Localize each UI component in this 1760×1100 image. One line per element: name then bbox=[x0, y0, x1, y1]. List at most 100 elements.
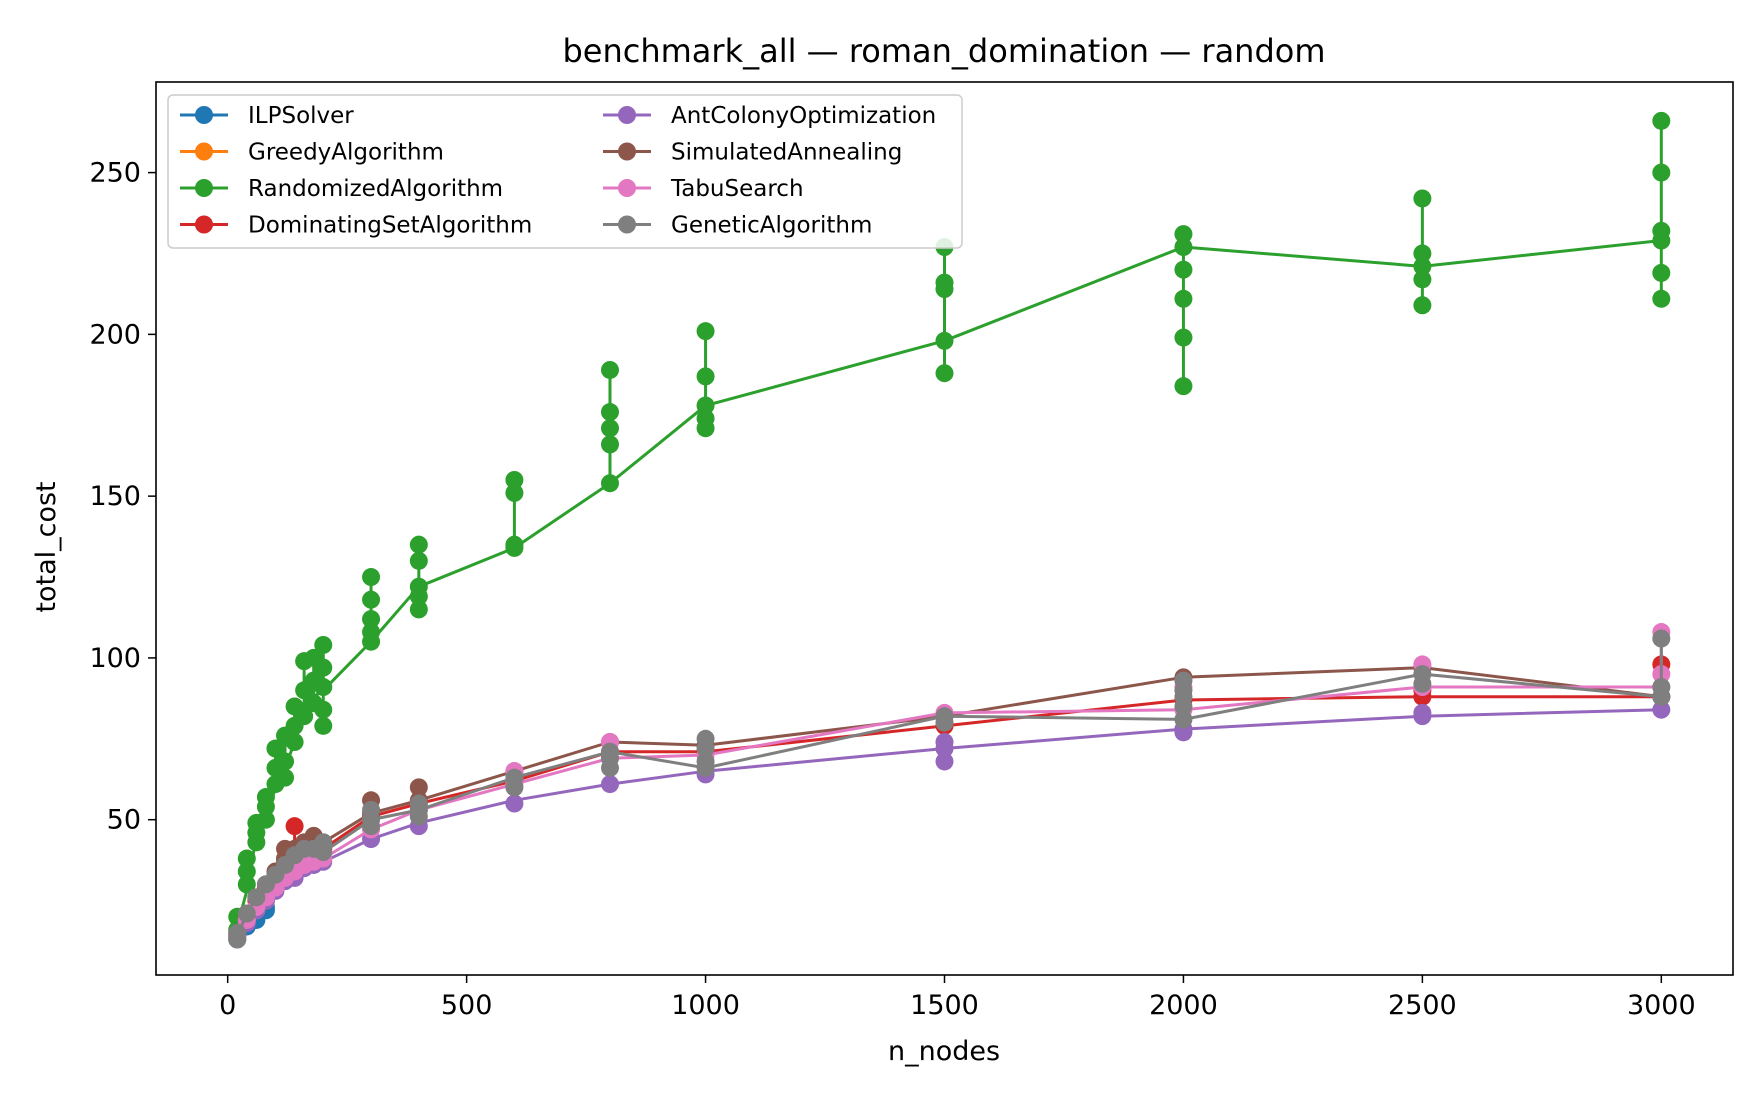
data-point bbox=[696, 322, 715, 341]
legend-item: RandomizedAlgorithm bbox=[180, 176, 503, 202]
legend-marker bbox=[618, 215, 636, 234]
data-point bbox=[409, 600, 428, 619]
legend-item: DominatingSetAlgorithm bbox=[180, 213, 532, 239]
data-point bbox=[1174, 238, 1193, 257]
legend-marker bbox=[195, 215, 213, 234]
data-point bbox=[1652, 629, 1671, 648]
data-point bbox=[1174, 377, 1193, 396]
data-point bbox=[1652, 700, 1671, 719]
legend-marker bbox=[195, 106, 213, 124]
legend-marker bbox=[618, 142, 636, 161]
legend-item: TabuSearch bbox=[603, 176, 804, 202]
legend-label: SimulatedAnnealing bbox=[671, 140, 902, 166]
data-point bbox=[696, 752, 715, 771]
data-point bbox=[237, 849, 256, 868]
legend-box bbox=[167, 94, 963, 249]
data-point bbox=[1652, 163, 1671, 182]
legend-marker bbox=[195, 142, 213, 161]
data-point bbox=[935, 331, 954, 350]
y-tick-label: 200 bbox=[89, 319, 141, 350]
data-point bbox=[314, 833, 333, 852]
data-point bbox=[935, 364, 954, 383]
series-7 bbox=[228, 629, 1671, 949]
data-point bbox=[247, 888, 266, 907]
data-point bbox=[1174, 289, 1193, 308]
x-tick-label: 0 bbox=[219, 990, 236, 1021]
data-point bbox=[935, 273, 954, 292]
data-point bbox=[314, 700, 333, 719]
x-axis-label: n_nodes bbox=[888, 1036, 1000, 1067]
legend-label: AntColonyOptimization bbox=[671, 103, 936, 129]
data-point bbox=[237, 862, 256, 881]
legend: ILPSolver GreedyAlgorithm RandomizedAlgori… bbox=[167, 94, 963, 249]
data-point bbox=[314, 716, 333, 735]
x-tick-label: 2500 bbox=[1388, 990, 1457, 1021]
data-point bbox=[935, 707, 954, 726]
data-point bbox=[314, 678, 333, 697]
data-point bbox=[1413, 270, 1432, 289]
x-tick-label: 3000 bbox=[1627, 990, 1696, 1021]
data-point bbox=[409, 778, 428, 797]
data-point bbox=[505, 535, 524, 554]
legend-label: DominatingSetAlgorithm bbox=[248, 213, 532, 239]
data-point bbox=[256, 788, 275, 807]
data-point bbox=[285, 817, 304, 836]
data-point bbox=[1413, 257, 1432, 276]
data-point bbox=[600, 403, 619, 422]
legend-marker bbox=[618, 179, 636, 197]
x-tick-label: 1500 bbox=[910, 990, 979, 1021]
data-point bbox=[696, 367, 715, 386]
y-tick-label: 50 bbox=[107, 805, 141, 836]
legend-label: ILPSolver bbox=[248, 103, 354, 129]
data-point bbox=[1652, 221, 1671, 240]
data-point bbox=[256, 810, 275, 829]
data-point bbox=[935, 733, 954, 752]
x-tick-label: 1000 bbox=[671, 990, 740, 1021]
data-point bbox=[266, 739, 285, 758]
x-tick-label: 500 bbox=[441, 990, 493, 1021]
legend-label: GreedyAlgorithm bbox=[248, 140, 444, 166]
data-point bbox=[1174, 671, 1193, 690]
data-point bbox=[362, 800, 381, 819]
data-point bbox=[1652, 263, 1671, 282]
data-point bbox=[600, 435, 619, 454]
data-point bbox=[600, 360, 619, 379]
data-point bbox=[1174, 260, 1193, 279]
data-point bbox=[276, 752, 295, 771]
legend-marker bbox=[618, 106, 636, 124]
data-point bbox=[935, 752, 954, 771]
data-point bbox=[314, 635, 333, 654]
y-tick-label: 250 bbox=[89, 158, 141, 189]
data-point bbox=[276, 768, 295, 787]
data-point bbox=[600, 775, 619, 794]
data-point bbox=[1413, 244, 1432, 263]
data-point bbox=[696, 729, 715, 748]
data-point bbox=[1413, 189, 1432, 208]
y-tick-label: 150 bbox=[89, 481, 141, 512]
data-point bbox=[314, 658, 333, 677]
data-point bbox=[1652, 111, 1671, 130]
data-point bbox=[1413, 703, 1432, 722]
legend-label: GeneticAlgorithm bbox=[671, 213, 872, 239]
series-2 bbox=[228, 111, 1671, 939]
data-point bbox=[1174, 328, 1193, 347]
data-point bbox=[505, 470, 524, 489]
data-point bbox=[600, 419, 619, 438]
chart-title: benchmark_all — roman_domination — rando… bbox=[562, 32, 1325, 70]
y-tick-label: 100 bbox=[89, 643, 141, 674]
data-point bbox=[505, 768, 524, 787]
legend-label: RandomizedAlgorithm bbox=[248, 176, 503, 202]
data-point bbox=[696, 396, 715, 415]
data-point bbox=[228, 923, 247, 942]
data-point bbox=[1652, 289, 1671, 308]
legend-item: ILPSolver bbox=[180, 103, 354, 129]
data-point bbox=[237, 904, 256, 923]
legend-item: GeneticAlgorithm bbox=[603, 213, 872, 239]
data-point bbox=[1413, 665, 1432, 684]
y-axis-label: total_cost bbox=[31, 481, 62, 612]
data-point bbox=[409, 577, 428, 596]
legend-item: GreedyAlgorithm bbox=[180, 140, 444, 166]
data-point bbox=[1174, 710, 1193, 729]
